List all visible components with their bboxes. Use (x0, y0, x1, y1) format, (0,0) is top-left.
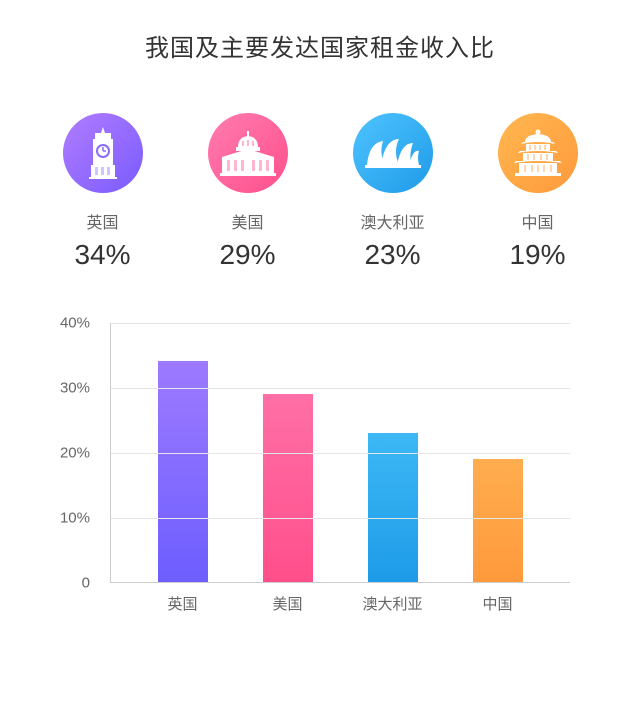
bigben-svg (81, 127, 125, 179)
bar (263, 394, 313, 583)
country-icons-row: 英国 34% (0, 113, 640, 281)
temple-icon (498, 113, 578, 193)
y-tick-label: 30% (40, 380, 100, 397)
bigben-icon (63, 113, 143, 193)
percent-value: 23% (364, 239, 420, 271)
gridline (111, 453, 570, 454)
gridline (111, 518, 570, 519)
bar (473, 459, 523, 583)
y-tick-label: 0 (40, 575, 100, 592)
temple-svg (511, 128, 565, 178)
y-axis: 010%20%30%40% (40, 323, 100, 583)
percent-value: 34% (74, 239, 130, 271)
gridline (111, 388, 570, 389)
chart-title: 我国及主要发达国家租金收入比 (0, 0, 640, 113)
capitol-svg (220, 129, 276, 177)
x-tick-label: 英国 (148, 593, 218, 614)
country-item-cn: 中国 19% (478, 113, 598, 271)
chart-plot (110, 323, 570, 583)
bar (158, 361, 208, 582)
y-tick-label: 20% (40, 445, 100, 462)
infographic-container: 我国及主要发达国家租金收入比 (0, 0, 640, 702)
capitol-icon (208, 113, 288, 193)
x-tick-label: 美国 (253, 593, 323, 614)
percent-value: 19% (509, 239, 565, 271)
opera-icon (353, 113, 433, 193)
y-tick-label: 40% (40, 315, 100, 332)
gridline (111, 323, 570, 324)
country-label: 中国 (521, 209, 553, 233)
x-tick-label: 澳大利亚 (358, 593, 428, 614)
percent-value: 29% (219, 239, 275, 271)
bar-chart: 010%20%30%40% 英国美国澳大利亚中国 (40, 323, 600, 653)
country-item-us: 美国 29% (188, 113, 308, 271)
country-item-au: 澳大利亚 23% (333, 113, 453, 271)
country-label: 英国 (86, 209, 118, 233)
bar (368, 433, 418, 583)
x-axis-labels: 英国 美国 澳大利亚 中国 (110, 593, 570, 614)
country-item-uk: 英国 34% (43, 113, 163, 271)
country-label: 美国 (231, 209, 263, 233)
y-tick-label: 10% (40, 510, 100, 527)
x-tick-label: 中国 (463, 593, 533, 614)
country-label: 澳大利亚 (360, 209, 424, 233)
opera-svg (363, 133, 423, 173)
